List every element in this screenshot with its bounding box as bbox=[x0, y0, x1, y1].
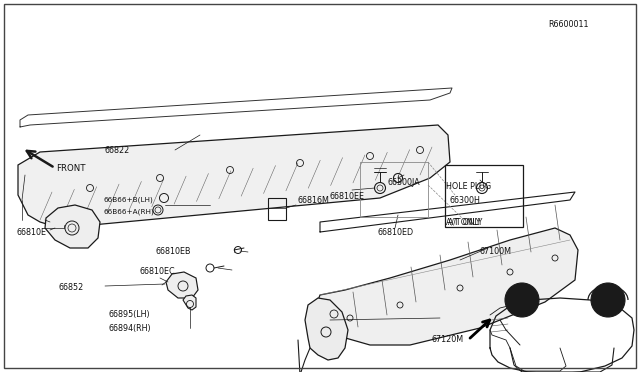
Text: 66816M: 66816M bbox=[298, 196, 330, 205]
Text: 66B66+B(LH): 66B66+B(LH) bbox=[103, 197, 153, 203]
Text: A/T ONLY: A/T ONLY bbox=[446, 218, 481, 227]
Text: 66810EB: 66810EB bbox=[155, 247, 191, 257]
Text: 67120M: 67120M bbox=[432, 336, 464, 344]
Text: R6600011: R6600011 bbox=[548, 19, 589, 29]
Bar bbox=[445, 165, 523, 227]
Circle shape bbox=[591, 283, 625, 317]
Text: 66810EE: 66810EE bbox=[330, 192, 365, 201]
Text: 66810E: 66810E bbox=[16, 228, 46, 237]
Polygon shape bbox=[183, 295, 196, 310]
Text: 66810EC: 66810EC bbox=[140, 267, 175, 276]
Text: 66B66+A(RH): 66B66+A(RH) bbox=[103, 209, 154, 215]
Text: 66810ED: 66810ED bbox=[378, 228, 414, 237]
Polygon shape bbox=[45, 205, 100, 248]
Text: 67100M: 67100M bbox=[480, 247, 512, 257]
Polygon shape bbox=[315, 228, 578, 345]
Text: 66822: 66822 bbox=[104, 145, 129, 154]
Polygon shape bbox=[166, 272, 198, 298]
Text: A/T ONLY: A/T ONLY bbox=[448, 218, 483, 227]
Polygon shape bbox=[18, 125, 450, 228]
Text: 66852: 66852 bbox=[58, 283, 83, 292]
Polygon shape bbox=[305, 298, 348, 360]
Text: HOLE PLUG: HOLE PLUG bbox=[446, 182, 491, 190]
Text: 66894(RH): 66894(RH) bbox=[108, 324, 150, 333]
Text: 66895(LH): 66895(LH) bbox=[108, 310, 150, 318]
Circle shape bbox=[505, 283, 539, 317]
Text: FRONT: FRONT bbox=[56, 164, 86, 173]
Bar bbox=[360, 162, 428, 217]
Text: 66300H: 66300H bbox=[450, 196, 481, 205]
Bar bbox=[268, 198, 286, 220]
Text: 66300JA: 66300JA bbox=[388, 177, 420, 186]
